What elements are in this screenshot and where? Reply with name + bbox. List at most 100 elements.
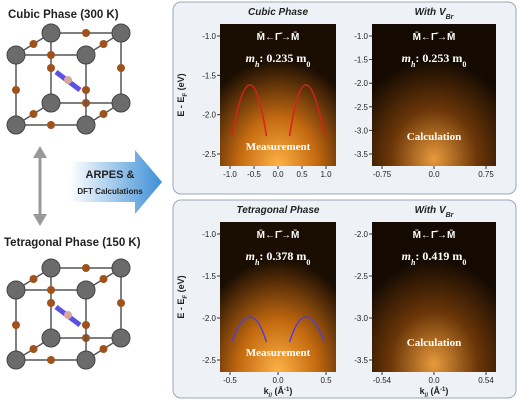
y-tick-label: -1.0 bbox=[354, 32, 368, 41]
arrow-label: DFT Calculations bbox=[77, 187, 143, 196]
br-atom bbox=[99, 345, 108, 353]
mass-symbol: m bbox=[246, 249, 255, 263]
pb-atom bbox=[6, 45, 26, 65]
x-tick-label: 0.0 bbox=[272, 170, 284, 179]
panel-title: Tetragonal Phase bbox=[237, 205, 320, 216]
pb-atom bbox=[76, 350, 96, 370]
effective-mass: mh: 0.419 m0 bbox=[402, 249, 467, 267]
effective-mass: mh: 0.235 m0 bbox=[246, 51, 311, 69]
pb-atom bbox=[111, 93, 131, 113]
effective-mass: mh: 0.378 m0 bbox=[246, 249, 311, 267]
mass-sub: h bbox=[411, 60, 416, 69]
mass-symbol: m bbox=[402, 51, 411, 65]
mass-value: : 0.235 m bbox=[259, 51, 306, 65]
title-main: With V bbox=[415, 7, 447, 18]
label-part: (eV) bbox=[176, 73, 186, 93]
pb-atom bbox=[111, 258, 131, 278]
br-atom bbox=[47, 51, 55, 59]
title-sub: Br bbox=[446, 212, 455, 219]
br-atom bbox=[99, 110, 108, 118]
panel-tag: Measurement bbox=[246, 141, 311, 153]
mass-unit: 0 bbox=[306, 258, 310, 267]
title-sub: Br bbox=[446, 14, 455, 21]
x-tick-label: 0.54 bbox=[478, 376, 494, 385]
x-tick-label: -0.54 bbox=[373, 376, 392, 385]
y-tick-label: -1.0 bbox=[202, 230, 216, 239]
pb-atom bbox=[6, 115, 26, 135]
pb-atom bbox=[111, 23, 131, 43]
y-tick-label: -2.5 bbox=[354, 272, 368, 281]
arpes-map bbox=[372, 24, 496, 166]
label-part: (eV) bbox=[176, 275, 186, 295]
panel-tag: Calculation bbox=[407, 131, 461, 143]
arrow-label: ARPES & bbox=[86, 169, 135, 181]
br-atom bbox=[29, 275, 38, 283]
panel-title: With VBr bbox=[415, 7, 455, 21]
pb-atom bbox=[6, 280, 26, 300]
y-tick-label: -3.5 bbox=[354, 356, 368, 365]
mass-sub: h bbox=[411, 258, 416, 267]
br-atom bbox=[82, 29, 90, 37]
br-atom bbox=[99, 275, 108, 283]
br-atom bbox=[29, 345, 38, 353]
label-part: E - E bbox=[176, 299, 186, 319]
pb-atom bbox=[6, 350, 26, 370]
pb-atom bbox=[111, 328, 131, 348]
mass-value: : 0.378 m bbox=[259, 249, 306, 263]
panel-title: With VBr bbox=[415, 205, 455, 219]
label-sub: F bbox=[183, 295, 189, 299]
br-atom bbox=[117, 64, 125, 72]
pb-atom bbox=[41, 93, 61, 113]
label-sup: -1 bbox=[440, 387, 446, 393]
label-part: (Å bbox=[428, 386, 440, 396]
pb-atom bbox=[41, 258, 61, 278]
panel-title: Cubic Phase bbox=[248, 7, 308, 18]
mass-sub: h bbox=[255, 60, 260, 69]
title-main: Cubic Phase bbox=[248, 7, 308, 18]
pb-atom bbox=[41, 23, 61, 43]
pb-atom bbox=[76, 115, 96, 135]
label-part: (Å bbox=[272, 386, 284, 396]
arpes-arrow bbox=[70, 150, 162, 214]
band-fit bbox=[230, 316, 268, 343]
x-tick-label: -0.75 bbox=[373, 170, 392, 179]
mass-value: : 0.253 m bbox=[415, 51, 462, 65]
y-tick-label: -2.0 bbox=[202, 314, 216, 323]
arpes-map bbox=[220, 24, 336, 166]
axis-label: E - EF (eV) bbox=[176, 275, 189, 318]
mass-sub: h bbox=[255, 258, 260, 267]
y-tick-label: -2.0 bbox=[202, 111, 216, 120]
band-fit bbox=[288, 84, 326, 137]
x-tick-label: 0.0 bbox=[272, 376, 284, 385]
label-part: k bbox=[264, 386, 270, 396]
axis-label: k// (Å-1) bbox=[420, 386, 449, 399]
mass-value: : 0.419 m bbox=[415, 249, 462, 263]
label-part: ) bbox=[289, 386, 292, 396]
br-atom bbox=[82, 86, 90, 94]
panel-tag: Measurement bbox=[246, 347, 311, 359]
x-tick-label: 0.0 bbox=[428, 376, 440, 385]
arrow-head bbox=[33, 214, 47, 226]
label-sub: // bbox=[425, 393, 429, 399]
k-path: M̄←Γ̄→M̄ bbox=[257, 229, 300, 241]
x-tick-label: -1.0 bbox=[223, 170, 237, 179]
x-tick-label: -0.5 bbox=[247, 170, 261, 179]
title-main: With V bbox=[415, 205, 447, 216]
br-atom bbox=[47, 121, 55, 129]
x-tick-label: 1.0 bbox=[320, 170, 332, 179]
br-atom bbox=[47, 64, 55, 72]
k-path: M̄←Γ̄→M̄ bbox=[413, 229, 456, 241]
x-tick-label: -0.5 bbox=[223, 376, 237, 385]
y-tick-label: -1.5 bbox=[354, 56, 368, 65]
x-tick-label: 0.0 bbox=[428, 170, 440, 179]
molecule-atom bbox=[64, 76, 72, 84]
axis-label: k// (Å-1) bbox=[264, 386, 293, 399]
br-atom bbox=[82, 264, 90, 272]
mass-symbol: m bbox=[246, 51, 255, 65]
br-atom bbox=[47, 299, 55, 307]
y-tick-label: -2.0 bbox=[354, 79, 368, 88]
mass-symbol: m bbox=[402, 249, 411, 263]
pb-atom bbox=[41, 328, 61, 348]
axis-label: E - EF (eV) bbox=[176, 73, 189, 116]
